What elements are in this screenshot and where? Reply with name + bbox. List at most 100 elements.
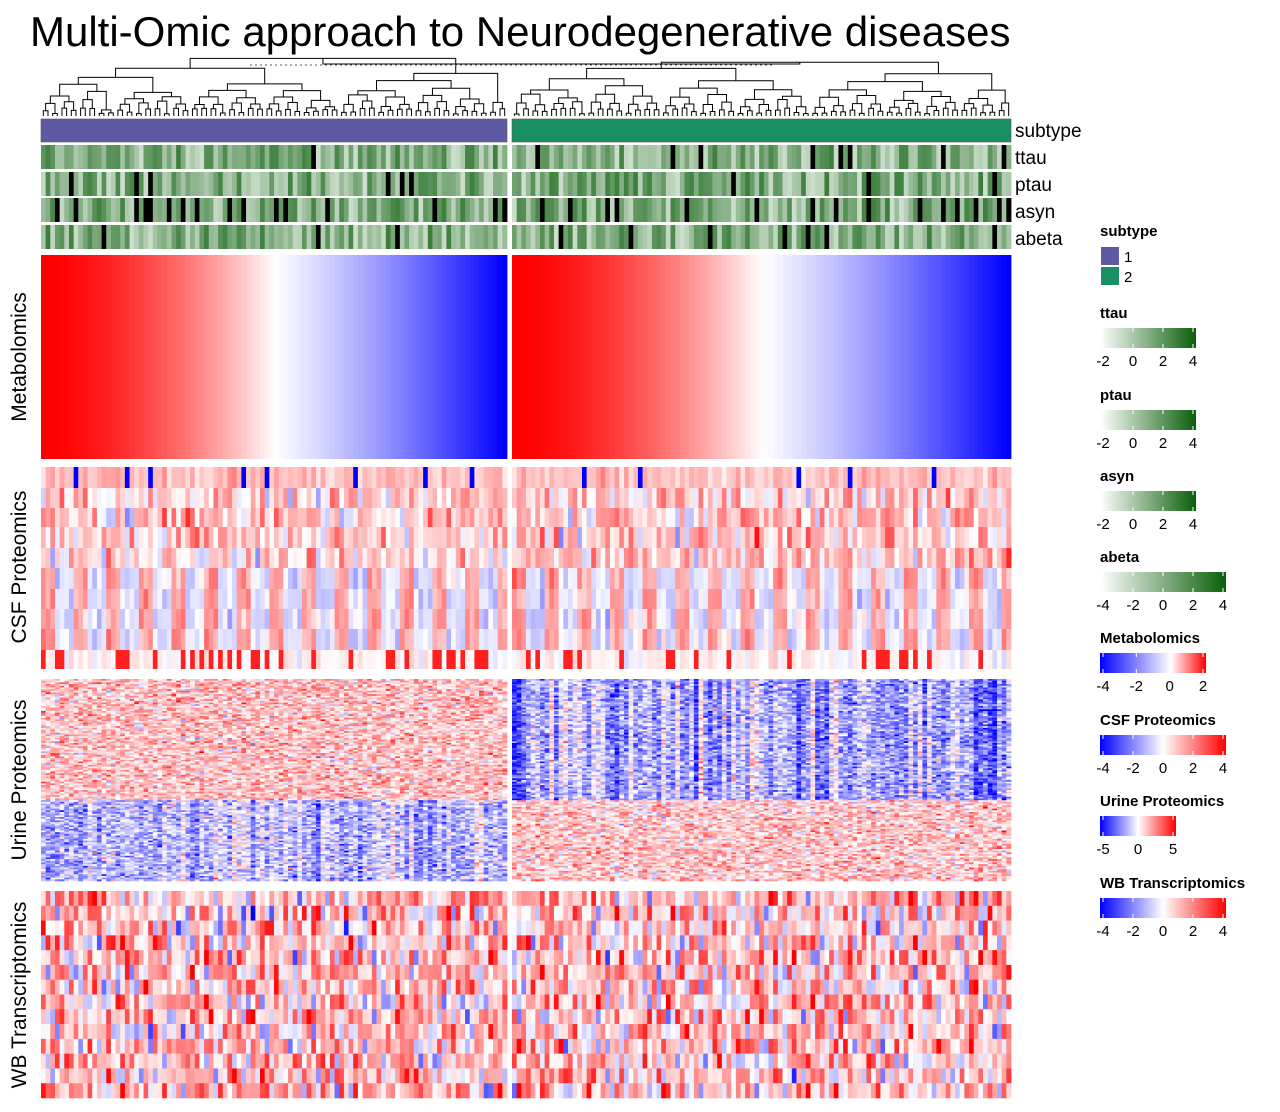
metabolomics-cell [876,255,881,459]
asyn-cell [549,198,554,222]
csf-cell [423,568,428,589]
ptau-cell [997,172,1002,196]
csf-cell [297,629,302,650]
csf-cell [265,568,270,589]
csf-cell [689,650,694,669]
asyn-cell [97,198,102,222]
asyn-cell [605,198,610,222]
urine-cell [288,701,293,703]
metabolomics-cell [372,255,377,459]
csf-cell [671,629,676,650]
csf-cell [437,650,442,669]
csf-cell [120,548,125,568]
abeta-cell [41,225,46,249]
csf-cell [1002,650,1007,669]
metabolomics-cell [479,255,484,459]
csf-cell [432,488,437,508]
ptau-cell [852,172,857,196]
urine-cell [209,691,214,693]
abeta-cell [409,225,414,249]
csf-cell [885,467,890,488]
csf-cell [946,548,951,568]
urine-cell [64,701,69,703]
abeta-cell [227,225,232,249]
csf-cell [185,629,190,650]
metabolomics-cell [941,255,946,459]
asyn-cell [502,198,507,222]
ptau-cell [913,172,918,196]
csf-cell [1006,629,1011,650]
csf-cell [652,568,657,589]
csf-cell [171,650,176,669]
ttau-cell [456,145,461,169]
urine-cell [302,701,307,703]
csf-cell [50,609,55,629]
abeta-cell [834,225,839,249]
csf-cell [890,650,895,669]
csf-cell [964,467,969,488]
csf-cell [274,568,279,589]
csf-cell [465,568,470,589]
csf-cell [204,609,209,629]
csf-cell [363,488,368,508]
csf-cell [769,488,774,508]
csf-cell [316,508,321,527]
csf-cell [540,508,545,527]
csf-cell [717,609,722,629]
ptau-cell [750,172,755,196]
asyn-cell [83,198,88,222]
metabolomics-cell [158,255,163,459]
urine-cell [279,691,284,693]
ptau-cell [652,172,657,196]
urine-cell [437,686,442,688]
urine-cell [456,696,461,698]
abeta-cell [92,225,97,249]
ptau-cell [185,172,190,196]
csf-cell [116,548,121,568]
urine-cell [74,681,79,683]
asyn-cell [363,198,368,222]
metabolomics-cell [111,255,116,459]
csf-cell [367,548,372,568]
urine-cell [414,696,419,698]
column-dendrogram [43,58,1008,116]
csf-cell [848,650,853,669]
csf-cell [974,629,979,650]
csf-cell [629,589,634,609]
csf-cell [50,488,55,508]
urine-cell [111,706,116,708]
ttau-cell [111,145,116,169]
csf-cell [404,650,409,669]
asyn-cell [283,198,288,222]
ptau-cell [176,172,181,196]
csf-cell [782,609,787,629]
ptau-cell [950,172,955,196]
csf-cell [120,527,125,548]
csf-cell [787,467,792,488]
ttau-cell [908,145,913,169]
csf-cell [83,467,88,488]
metabolomics-cell [563,255,568,459]
csf-cell [946,650,951,669]
csf-cell [736,548,741,568]
csf-cell [185,488,190,508]
ttau-cell [997,145,1002,169]
csf-cell [451,650,456,669]
csf-cell [908,508,913,527]
csf-cell [344,467,349,488]
csf-cell [554,568,559,589]
ttau-cell [591,145,596,169]
csf-cell [946,488,951,508]
csf-cell [927,488,932,508]
asyn-cell [647,198,652,222]
csf-cell [55,508,60,527]
csf-cell [731,629,736,650]
urine-cell [116,696,121,698]
ptau-cell [960,172,965,196]
csf-cell [195,629,200,650]
csf-cell [904,488,909,508]
csf-cell [171,589,176,609]
csf-cell [414,629,419,650]
csf-cell [363,467,368,488]
csf-cell [195,568,200,589]
